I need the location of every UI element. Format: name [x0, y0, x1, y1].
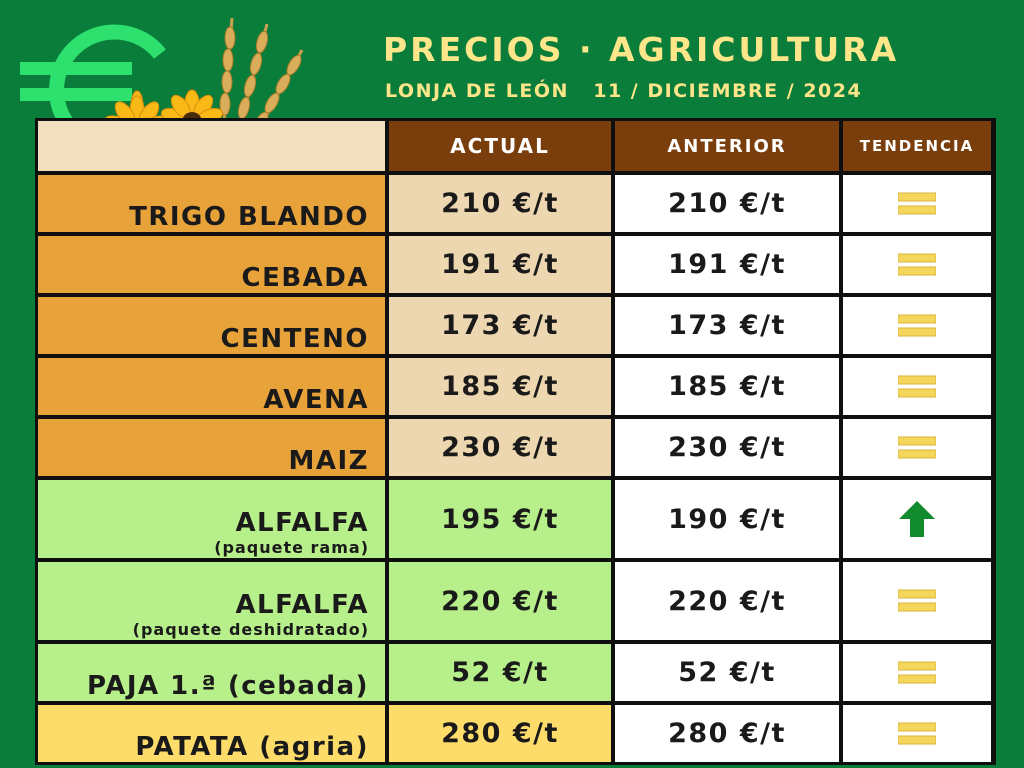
previous-price: 52 €/t — [615, 644, 839, 701]
equal-icon — [898, 314, 936, 336]
product-name: TRIGO BLANDO — [129, 202, 369, 233]
product-name-cell: CENTENO — [38, 297, 385, 354]
product-name: PATATA (agria) — [135, 732, 369, 763]
previous-price: 173 €/t — [615, 297, 839, 354]
previous-price: 230 €/t — [615, 419, 839, 476]
product-name: MAIZ — [288, 446, 369, 477]
product-detail: (paquete deshidratado) — [132, 620, 369, 639]
product-name-cell: ALFALFA (paquete deshidratado) — [38, 562, 385, 640]
page-title: PRECIOS · AGRICULTURA — [383, 30, 900, 69]
equal-icon — [898, 253, 936, 275]
actual-price: 230 €/t — [389, 419, 611, 476]
trend-cell — [843, 297, 991, 354]
trend-cell — [843, 236, 991, 293]
trend-cell — [843, 419, 991, 476]
product-name: PAJA 1.ª (cebada) — [87, 671, 369, 702]
trend-cell — [843, 175, 991, 232]
equal-icon — [898, 722, 936, 744]
product-name-cell: CEBADA — [38, 236, 385, 293]
previous-price: 191 €/t — [615, 236, 839, 293]
product-name: ALFALFA — [235, 508, 369, 539]
product-name: CENTENO — [220, 324, 369, 355]
trend-cell — [843, 358, 991, 415]
product-name-cell: AVENA — [38, 358, 385, 415]
previous-price: 185 €/t — [615, 358, 839, 415]
equal-icon — [898, 375, 936, 397]
actual-price: 210 €/t — [389, 175, 611, 232]
trend-cell — [843, 705, 991, 762]
column-header-tendencia: TENDENCIA — [843, 121, 991, 171]
arrow-up-icon — [899, 501, 935, 537]
product-name: AVENA — [263, 385, 369, 416]
actual-price: 173 €/t — [389, 297, 611, 354]
header-blank-cell — [38, 121, 385, 171]
product-detail: (paquete rama) — [214, 538, 369, 557]
actual-price: 220 €/t — [389, 562, 611, 640]
previous-price: 280 €/t — [615, 705, 839, 762]
actual-price: 185 €/t — [389, 358, 611, 415]
actual-price: 280 €/t — [389, 705, 611, 762]
product-name-cell: TRIGO BLANDO — [38, 175, 385, 232]
previous-price: 210 €/t — [615, 175, 839, 232]
product-name-cell: PAJA 1.ª (cebada) — [38, 644, 385, 701]
actual-price: 195 €/t — [389, 480, 611, 558]
column-header-actual: ACTUAL — [389, 121, 611, 171]
equal-icon — [898, 589, 936, 612]
previous-price: 190 €/t — [615, 480, 839, 558]
page-subtitle: LONJA DE LEÓN 11 / DICIEMBRE / 2024 — [385, 80, 863, 102]
equal-icon — [898, 661, 936, 683]
trend-cell — [843, 644, 991, 701]
column-header-anterior: ANTERIOR — [615, 121, 839, 171]
trend-cell — [843, 480, 991, 558]
product-name-cell: MAIZ — [38, 419, 385, 476]
product-name: CEBADA — [241, 263, 369, 294]
equal-icon — [898, 436, 936, 458]
previous-price: 220 €/t — [615, 562, 839, 640]
trend-cell — [843, 562, 991, 640]
actual-price: 191 €/t — [389, 236, 611, 293]
product-name: ALFALFA — [235, 590, 369, 621]
price-table: ACTUAL ANTERIOR TENDENCIA TRIGO BLANDO 21… — [35, 118, 996, 765]
equal-icon — [898, 192, 936, 214]
product-name-cell: PATATA (agria) — [38, 705, 385, 762]
actual-price: 52 €/t — [389, 644, 611, 701]
product-name-cell: ALFALFA (paquete rama) — [38, 480, 385, 558]
